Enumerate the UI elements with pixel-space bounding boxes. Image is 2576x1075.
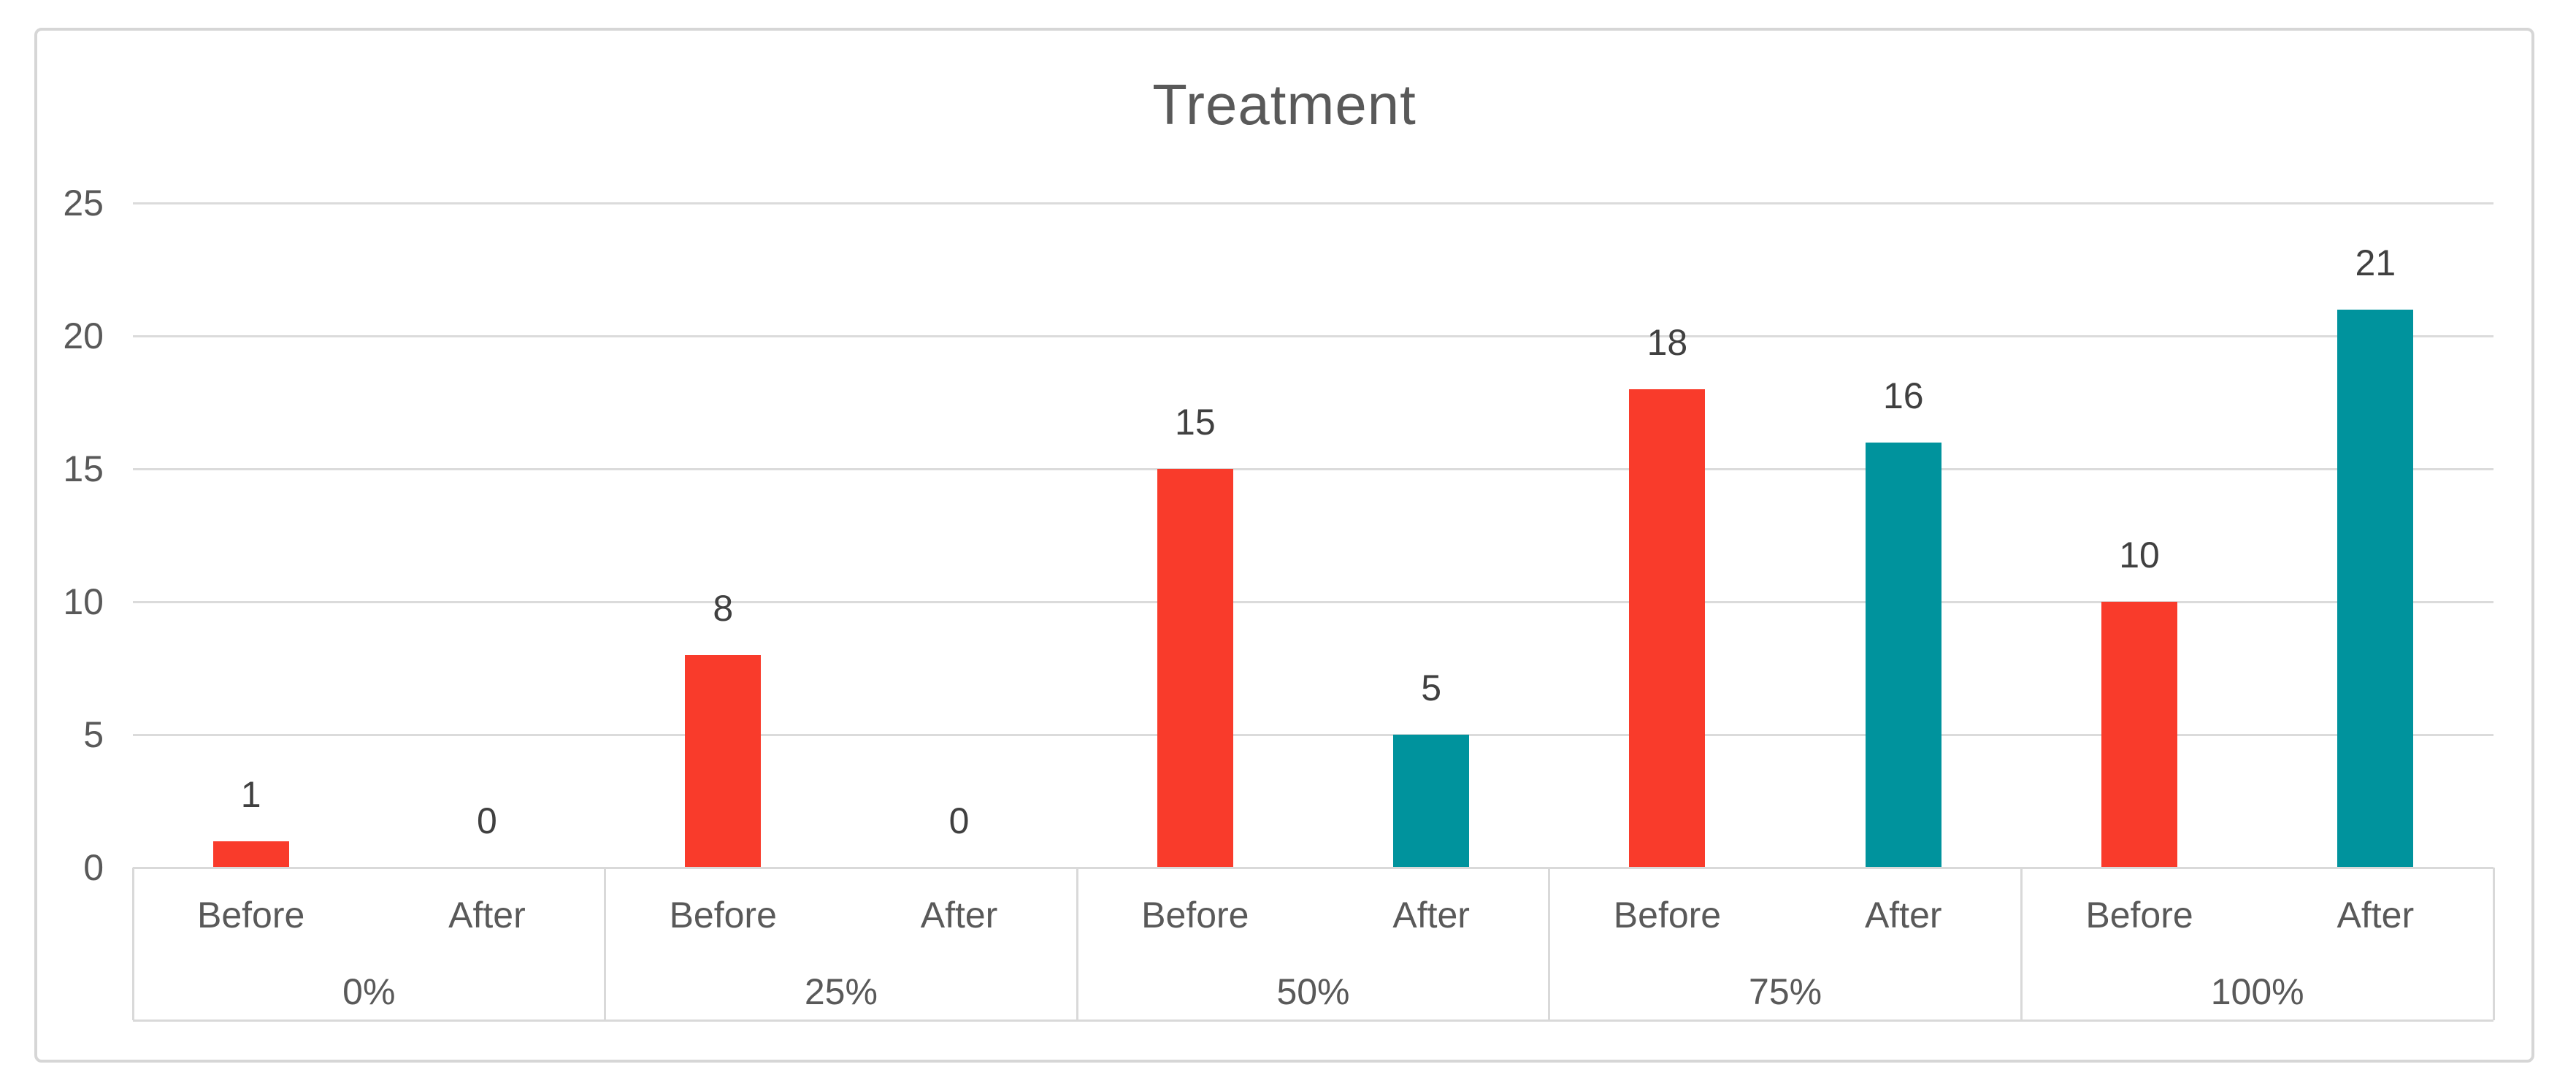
- y-tick-label-25: 25: [63, 183, 104, 223]
- y-tick-label-5: 5: [83, 714, 104, 755]
- group-label-100pct: 100%: [2210, 971, 2304, 1012]
- group-label-25pct: 25%: [804, 971, 878, 1012]
- data-label-before-0pct: 1: [240, 773, 261, 815]
- category-label-before-25pct: Before: [669, 895, 777, 936]
- gridline-10: [133, 600, 2493, 603]
- category-separator-4: [2020, 868, 2023, 1020]
- data-label-before-75pct: 18: [1647, 321, 1688, 363]
- category-box-bottom-border: [133, 1019, 2493, 1022]
- bar-after-100pct[interactable]: [2337, 309, 2414, 868]
- category-label-before-75pct: Before: [1613, 895, 1722, 936]
- data-label-before-25pct: 8: [713, 587, 734, 629]
- category-separator-5: [2492, 868, 2495, 1020]
- gridline-5: [133, 733, 2493, 736]
- chart-card: [34, 28, 2534, 1063]
- category-separator-3: [1548, 868, 1551, 1020]
- category-label-after-75pct: After: [1864, 895, 1942, 936]
- bar-before-25pct[interactable]: [685, 654, 762, 868]
- data-label-after-0pct: 0: [477, 800, 497, 841]
- bar-before-0pct[interactable]: [212, 841, 289, 868]
- y-tick-label-15: 15: [63, 448, 104, 489]
- category-label-after-50pct: After: [1392, 895, 1470, 936]
- category-label-before-50pct: Before: [1141, 895, 1249, 936]
- category-label-before-100pct: Before: [2085, 895, 2193, 936]
- data-label-after-25pct: 0: [948, 800, 970, 841]
- y-tick-label-0: 0: [83, 847, 104, 888]
- group-label-0pct: 0%: [342, 971, 396, 1012]
- bar-after-50pct[interactable]: [1393, 735, 1470, 868]
- x-axis-line: [133, 866, 2493, 869]
- y-tick-label-10: 10: [63, 581, 104, 622]
- y-tick-label-20: 20: [63, 315, 104, 356]
- group-label-75pct: 75%: [1749, 971, 1822, 1012]
- bar-before-50pct[interactable]: [1157, 469, 1233, 868]
- category-separator-1: [604, 868, 607, 1020]
- data-label-after-50pct: 5: [1421, 667, 1442, 708]
- data-label-after-75pct: 16: [1882, 375, 1924, 416]
- data-label-before-50pct: 15: [1175, 402, 1216, 443]
- category-label-after-100pct: After: [2337, 895, 2415, 936]
- category-label-after-25pct: After: [920, 895, 998, 936]
- bar-after-75pct[interactable]: [1865, 442, 1941, 868]
- category-label-before-0pct: Before: [196, 895, 305, 936]
- gridline-15: [133, 467, 2493, 470]
- category-separator-0: [131, 868, 134, 1020]
- data-label-before-100pct: 10: [2119, 535, 2160, 575]
- group-label-50pct: 50%: [1276, 971, 1350, 1012]
- category-separator-2: [1076, 868, 1078, 1020]
- category-label-after-0pct: After: [448, 895, 526, 936]
- data-label-after-100pct: 21: [2355, 242, 2396, 283]
- gridline-25: [133, 202, 2493, 204]
- gridline-20: [133, 334, 2493, 337]
- chart-title: Treatment: [1152, 72, 1417, 137]
- bar-before-75pct[interactable]: [1629, 389, 1706, 868]
- bar-before-100pct[interactable]: [2101, 602, 2178, 868]
